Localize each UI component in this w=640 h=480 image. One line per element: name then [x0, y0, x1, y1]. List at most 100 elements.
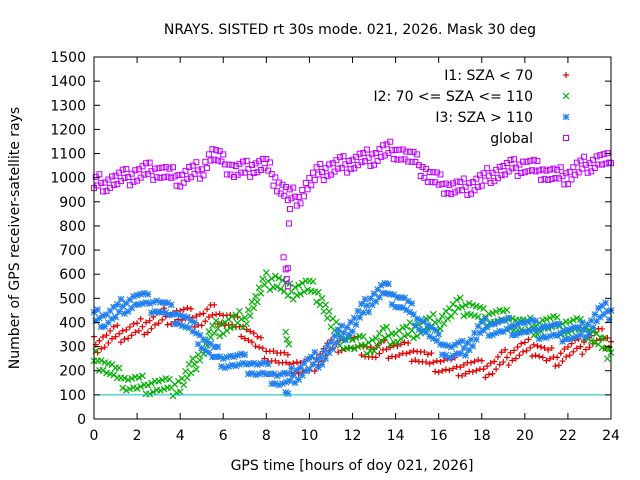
data-point: [537, 324, 545, 332]
data-point: [529, 167, 536, 174]
data-point: [263, 156, 270, 162]
data-point: [569, 334, 577, 342]
data-point: [429, 310, 437, 318]
data-point: [503, 306, 511, 314]
data-point: [537, 176, 544, 183]
data-point: [148, 309, 155, 317]
data-point: [155, 308, 163, 316]
data-point: [419, 164, 426, 171]
data-point: [273, 283, 281, 291]
data-point: [169, 164, 176, 171]
data-point: [271, 380, 279, 387]
data-point: [388, 300, 396, 308]
data-point: [523, 158, 530, 165]
data-point: [257, 289, 265, 297]
data-point: [211, 301, 218, 308]
data-point: [370, 347, 378, 355]
data-point: [176, 312, 184, 319]
data-point: [183, 314, 191, 321]
data-point: [410, 334, 417, 342]
data-point: [404, 297, 412, 305]
data-point: [489, 331, 496, 339]
data-point: [173, 310, 181, 318]
data-point: [200, 172, 207, 179]
data-point: [378, 154, 385, 161]
data-point: [546, 355, 553, 362]
data-point: [238, 169, 245, 176]
data-point: [137, 290, 145, 298]
data-point: [259, 156, 266, 162]
data-point: [196, 311, 203, 318]
data-point: [410, 310, 417, 318]
data-point: [350, 345, 358, 353]
data-point: [435, 181, 442, 188]
data-point: [159, 164, 166, 171]
data-point: [105, 339, 112, 346]
data-point: [447, 343, 455, 351]
data-point: [234, 351, 242, 359]
data-point: [422, 328, 430, 336]
data-point: [205, 314, 212, 321]
data-point: [128, 170, 135, 177]
data-point: [241, 335, 248, 342]
data-point: [272, 174, 279, 181]
data-point: [441, 357, 448, 364]
data-point: [466, 180, 473, 187]
data-point: [369, 151, 376, 158]
data-point: [536, 353, 543, 360]
data-point: [430, 359, 437, 366]
data-point: [581, 338, 588, 345]
data-point: [503, 325, 511, 333]
data-point: [259, 345, 266, 352]
data-point: [543, 357, 550, 364]
y-tick-label: 200: [59, 364, 86, 380]
data-point: [361, 295, 369, 303]
data-point: [209, 146, 216, 153]
data-point: [284, 370, 292, 378]
data-point: [582, 346, 589, 353]
data-point: [579, 351, 586, 358]
data-point: [472, 336, 480, 343]
legend-label: I1: SZA < 70: [444, 68, 533, 84]
data-point: [286, 377, 294, 385]
data-point: [365, 339, 373, 347]
y-tick-label: 900: [59, 195, 86, 211]
data-point: [295, 376, 303, 383]
data-point: [117, 295, 125, 303]
data-point: [498, 172, 505, 179]
data-point: [155, 320, 162, 327]
data-point: [248, 162, 255, 169]
data-point: [482, 374, 489, 381]
data-point: [569, 316, 577, 324]
data-point: [322, 165, 329, 172]
data-point: [512, 355, 519, 362]
data-point: [329, 345, 337, 353]
data-point: [103, 311, 110, 319]
data-point: [386, 290, 394, 298]
series-layer: [90, 138, 615, 400]
data-point: [564, 326, 572, 334]
data-point: [235, 361, 243, 368]
data-point: [460, 361, 467, 368]
data-point: [340, 153, 347, 160]
data-point: [575, 169, 582, 176]
data-point: [141, 331, 148, 338]
data-point: [124, 376, 132, 384]
data-point: [478, 182, 485, 189]
data-point: [435, 317, 443, 325]
data-point: [384, 280, 392, 288]
data-point: [227, 352, 234, 360]
data-point: [143, 160, 150, 167]
legend: I1: SZA < 70 I2: 70 <= SZA <= 110 I3: SZA …: [373, 68, 570, 147]
data-point: [593, 317, 601, 325]
data-point: [297, 364, 304, 371]
outlier-point: [284, 283, 291, 290]
data-point: [467, 336, 475, 343]
data-point: [125, 335, 132, 342]
data-point: [573, 345, 580, 352]
data-point: [421, 349, 428, 356]
data-point: [182, 167, 189, 174]
data-point: [388, 147, 395, 154]
data-point: [282, 378, 290, 386]
data-point: [207, 340, 215, 348]
